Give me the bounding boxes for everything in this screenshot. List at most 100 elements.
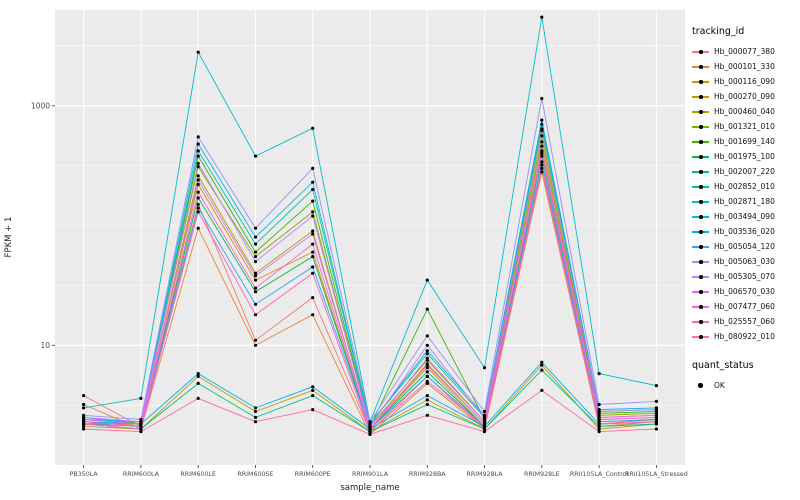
data-point <box>253 271 258 275</box>
data-point <box>540 160 544 164</box>
data-point <box>196 165 200 169</box>
data-point <box>540 170 544 174</box>
data-point <box>253 343 258 347</box>
data-point <box>253 415 258 419</box>
data-point <box>311 394 315 398</box>
data-point <box>311 408 315 412</box>
legend-key-icon <box>692 270 709 283</box>
data-point <box>540 363 544 367</box>
legend-item-label: Hb_005054_120 <box>714 242 775 251</box>
legend-key-icon <box>692 75 709 88</box>
data-point <box>82 422 86 426</box>
data-point <box>425 394 429 398</box>
data-point <box>425 334 429 338</box>
data-point <box>253 406 258 410</box>
data-point <box>196 210 200 214</box>
data-point <box>540 96 544 101</box>
legend-item-label: Hb_001975_100 <box>714 152 775 161</box>
legend-key-icon <box>692 135 709 148</box>
data-point <box>196 161 200 165</box>
data-point <box>540 360 544 364</box>
legend-item-ok: OK <box>692 378 798 393</box>
data-point <box>82 427 86 431</box>
data-point <box>253 154 258 158</box>
data-point <box>368 422 372 426</box>
legend-item-Hb_000077_380: Hb_000077_380 <box>692 44 798 59</box>
legend-title-tracking-id: tracking_id <box>692 26 745 37</box>
legend-key-icon <box>692 150 709 163</box>
data-point <box>540 151 544 155</box>
data-point <box>482 420 487 424</box>
data-point <box>196 396 200 400</box>
data-point <box>482 409 487 414</box>
data-point <box>425 366 429 370</box>
data-point <box>253 420 258 424</box>
data-point <box>311 214 315 218</box>
x-axis-title: sample_name <box>340 483 400 493</box>
data-point <box>196 206 200 210</box>
data-point <box>482 366 487 370</box>
data-point <box>654 420 659 424</box>
y-tick-label: 1000 <box>31 101 50 110</box>
legend-item-label: Hb_003494_090 <box>714 212 775 221</box>
data-point <box>425 413 429 417</box>
data-point <box>597 422 601 426</box>
data-point <box>482 415 487 419</box>
data-point <box>139 420 143 424</box>
legend-item-label: Hb_002007_220 <box>714 167 775 176</box>
data-point <box>540 163 544 167</box>
legend-item-label: Hb_001321_010 <box>714 122 775 131</box>
legend-item-Hb_005305_070: Hb_005305_070 <box>692 269 798 284</box>
data-point <box>82 424 86 428</box>
data-point <box>196 381 200 385</box>
data-point <box>139 417 143 422</box>
data-point <box>311 187 315 192</box>
data-point <box>139 396 143 400</box>
data-point <box>253 338 258 342</box>
data-point <box>311 210 315 214</box>
data-point <box>82 417 86 422</box>
legend-item-Hb_003536_020: Hb_003536_020 <box>692 224 798 239</box>
data-point <box>540 140 544 144</box>
legend-item-Hb_001321_010: Hb_001321_010 <box>692 119 798 134</box>
x-tick-label: RRIM928LE <box>524 471 560 478</box>
data-point <box>540 118 544 122</box>
data-point <box>654 399 659 403</box>
x-tick-label: RRIM901LA <box>352 471 389 478</box>
data-point <box>425 349 429 353</box>
data-point <box>253 260 258 264</box>
legend-key-icon <box>692 120 709 133</box>
legend-item-label: Hb_002871_180 <box>714 197 775 206</box>
data-point <box>425 363 429 367</box>
data-point <box>368 432 372 436</box>
data-point <box>597 424 601 428</box>
legend-key-icon <box>692 330 709 343</box>
legend-item-Hb_000116_090: Hb_000116_090 <box>692 74 798 89</box>
x-tick-label: RRIM600PE <box>295 471 331 478</box>
data-point <box>196 182 200 187</box>
data-point <box>82 402 86 407</box>
data-point <box>368 424 372 428</box>
data-point <box>196 174 200 178</box>
data-point <box>196 149 200 153</box>
data-point <box>425 398 429 402</box>
data-point <box>196 142 200 146</box>
data-point <box>597 409 601 414</box>
data-point <box>311 388 315 392</box>
legend: tracking_id Hb_000077_380 Hb_000101_330 Hb… <box>692 26 798 393</box>
legend-key-icon <box>692 165 709 178</box>
data-point <box>311 242 315 246</box>
legend-item-Hb_000101_330: Hb_000101_330 <box>692 59 798 74</box>
legend-key-icon <box>692 315 709 328</box>
y-axis-title: FPKM + 1 <box>4 216 14 258</box>
legend-item-label: Hb_001699_140 <box>714 137 775 146</box>
data-point <box>196 226 200 230</box>
legend-item-Hb_002852_010: Hb_002852_010 <box>692 179 798 194</box>
data-point <box>139 430 143 434</box>
data-point <box>482 422 487 426</box>
data-point <box>311 265 315 269</box>
data-point <box>311 250 315 254</box>
data-point <box>311 385 315 389</box>
